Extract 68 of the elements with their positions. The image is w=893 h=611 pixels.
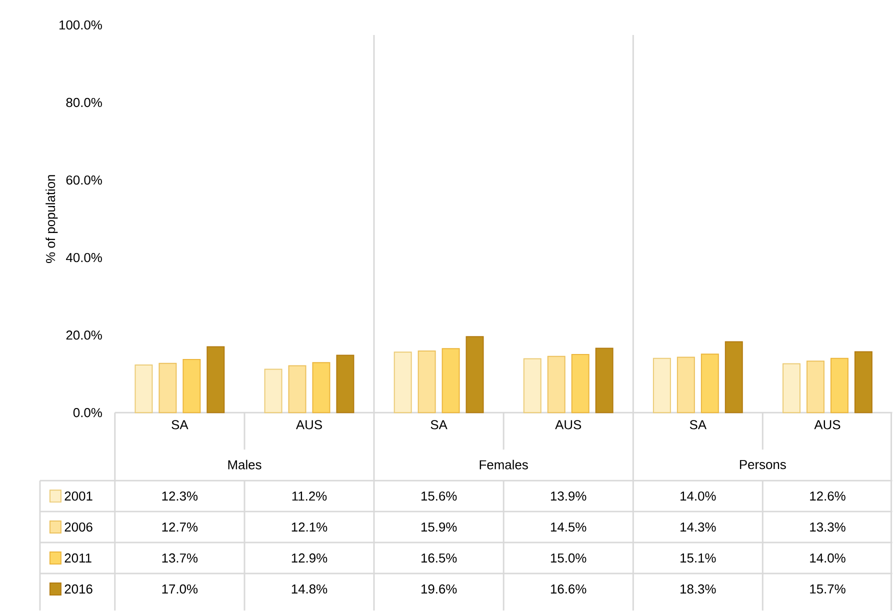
data-label: 15.9% [421,522,457,532]
x-tick-label: SA [430,420,448,430]
bar [312,362,330,414]
x-tick-label: SA [172,420,188,430]
bar [288,365,306,414]
bar [652,358,671,414]
legend-label: 2006 [64,522,92,532]
y-tick-label: 80.0% [66,98,102,107]
bar [782,363,800,414]
data-label: 16.5% [421,553,457,562]
data-label: 14.0% [810,553,846,562]
x-tick-label: AUS [814,420,840,430]
data-label: 17.0% [162,584,198,594]
bar [394,352,412,414]
bar [571,354,590,414]
legend-label: 2016 [64,584,92,594]
bar [830,358,848,414]
text: Males [228,460,262,470]
bar [182,358,201,414]
y-tick-label: 0.0% [73,408,102,418]
text: Persons [740,460,786,469]
data-label: 15.1% [680,553,716,562]
data-label: 12.6% [810,491,846,501]
x-tick-label: AUS [296,420,322,430]
data-label: 19.6% [421,584,457,594]
y-tick-label: 100.0% [59,20,102,30]
data-label: 13.3% [810,522,846,532]
x-tick-label: AUS [555,420,582,430]
data-label: 14.3% [680,522,716,532]
bar [206,346,225,414]
data-label: 18.3% [680,584,716,594]
bar [264,368,282,414]
x-tick-label: SA [690,420,707,430]
data-label: 12.1% [292,522,328,532]
bar [134,364,153,414]
bar [700,353,719,414]
data-label: 15.0% [550,553,586,562]
y-tick-label: 40.0% [66,252,102,262]
data-label: 13.9% [550,491,586,501]
data-label: 14.5% [550,522,586,532]
data-label: 12.9% [292,553,328,562]
bar [547,356,566,414]
data-label: 14.8% [292,584,328,594]
data-label: 16.6% [550,584,586,594]
data-label: 11.2% [292,491,327,501]
data-label: 15.6% [421,491,457,501]
bar [466,336,484,414]
data-label: 13.7% [162,553,198,562]
bar [158,362,177,414]
bar [442,348,460,414]
data-label: 12.3% [162,491,198,501]
data-label: 15.7% [810,584,846,594]
bar [854,351,872,414]
bar [724,341,743,414]
legend-label: 2011 [64,553,92,562]
bar [523,358,542,414]
bar [418,350,436,414]
legend-label: 2001 [64,491,92,501]
data-label: 12.7% [162,522,198,532]
y-tick-label: 60.0% [66,175,102,185]
bar [806,360,824,414]
data-label: 14.0% [680,491,716,501]
y-tick-label: 20.0% [66,330,102,340]
bar [595,348,614,414]
bar [676,356,695,414]
bar [336,354,354,414]
text: Females [480,460,528,470]
y-axis-title: % of population [46,174,58,263]
